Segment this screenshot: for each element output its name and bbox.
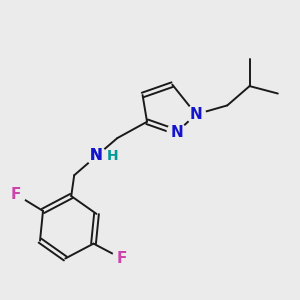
Circle shape — [187, 105, 206, 124]
Text: N: N — [190, 107, 202, 122]
Circle shape — [87, 146, 106, 166]
Text: N: N — [90, 148, 103, 164]
Text: H: H — [107, 149, 119, 163]
Circle shape — [167, 123, 186, 142]
Circle shape — [87, 146, 106, 166]
Text: N: N — [170, 125, 183, 140]
Circle shape — [104, 147, 122, 164]
Text: F: F — [11, 187, 21, 202]
Circle shape — [7, 185, 26, 204]
Text: F: F — [117, 251, 127, 266]
Circle shape — [112, 249, 131, 268]
Text: N: N — [90, 148, 103, 164]
